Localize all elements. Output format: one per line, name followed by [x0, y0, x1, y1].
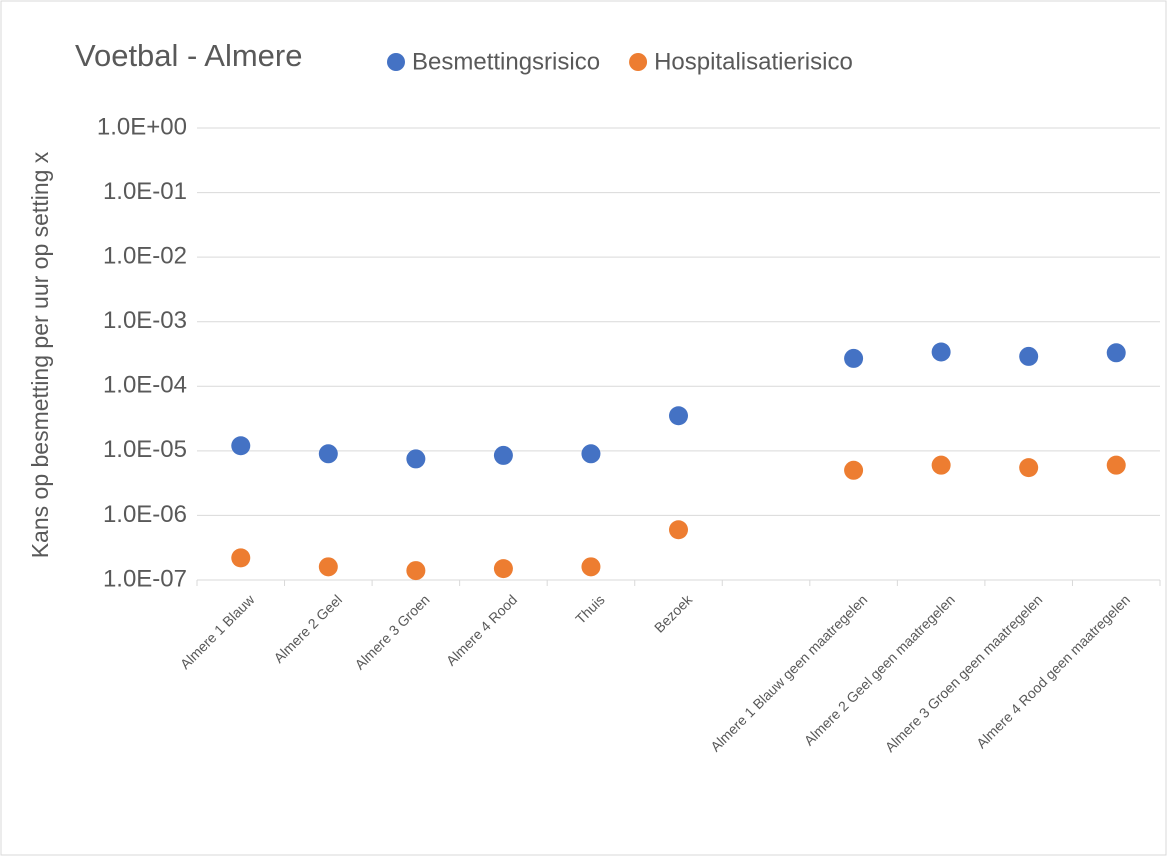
legend-label: Besmettingsrisico — [412, 48, 600, 75]
point — [318, 557, 338, 577]
point — [1106, 343, 1126, 363]
point — [493, 445, 513, 465]
point — [406, 561, 426, 581]
y-tick-label: 1.0E-02 — [103, 242, 187, 269]
point — [669, 520, 688, 540]
point — [669, 406, 688, 426]
y-tick-label: 1.0E-07 — [103, 565, 187, 592]
y-tick-label: 1.0E-04 — [103, 372, 187, 399]
point — [1106, 455, 1126, 475]
point — [1019, 458, 1039, 478]
point — [931, 342, 951, 362]
chart-title: Voetbal - Almere — [75, 38, 302, 73]
y-tick-label: 1.0E-03 — [103, 307, 187, 334]
point — [931, 455, 951, 475]
legend-label: Hospitalisatierisico — [654, 48, 853, 75]
point — [493, 559, 513, 579]
point — [406, 449, 426, 469]
y-axis-title: Kans op besmetting per uur op setting x — [27, 151, 53, 558]
y-tick-label: 1.0E-06 — [103, 501, 187, 528]
y-tick-label: 1.0E-01 — [103, 178, 187, 205]
point — [581, 444, 601, 464]
point — [844, 460, 864, 480]
point — [231, 548, 251, 568]
y-tick-label: 1.0E+00 — [97, 113, 187, 140]
legend-marker — [629, 53, 648, 71]
point — [844, 348, 864, 368]
point — [1019, 346, 1039, 366]
y-tick-label: 1.0E-05 — [103, 436, 187, 463]
point — [318, 444, 338, 464]
point — [231, 436, 251, 456]
legend-marker — [387, 53, 405, 71]
point — [581, 557, 601, 577]
